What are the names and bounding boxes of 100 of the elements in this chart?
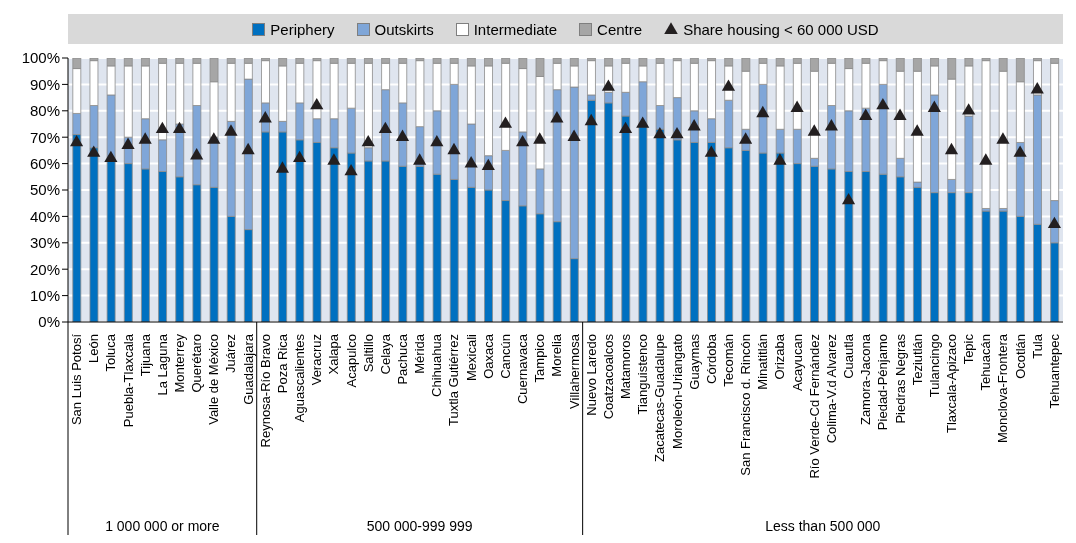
x-tick-label: Acayucan — [789, 334, 805, 392]
x-tick-label: Reynosa-Río Bravo — [257, 334, 273, 448]
x-tick-label: Tijuana — [137, 333, 153, 377]
y-tick-label: 50% — [29, 181, 60, 199]
x-tick-label: Matamoros — [618, 333, 634, 400]
point — [550, 111, 564, 123]
y-tick-label: 90% — [29, 75, 60, 93]
y-tick-label: 30% — [29, 234, 60, 252]
point — [190, 148, 204, 160]
point — [601, 79, 615, 91]
point — [824, 119, 838, 131]
point — [876, 97, 890, 110]
point — [618, 121, 633, 134]
point — [841, 192, 856, 205]
y-tick-label: 70% — [29, 128, 60, 146]
x-tick-label: Tuxtla Gutiérrez — [446, 334, 462, 426]
y-tick-label: 60% — [29, 154, 60, 172]
point — [498, 116, 513, 128]
text: 500 000-999 999 — [366, 518, 473, 534]
x-tick-label: Tulancingo — [926, 334, 942, 398]
point — [944, 142, 959, 155]
point — [395, 129, 410, 141]
point — [1030, 82, 1044, 94]
y-tick-label: 80% — [29, 102, 60, 120]
bar — [998, 210, 1008, 322]
point — [104, 150, 118, 163]
x-tick-label: Nuevo Laredo — [583, 334, 599, 416]
point — [721, 79, 736, 91]
point — [979, 153, 993, 165]
x-tick-label: Mérida — [412, 333, 428, 374]
point — [687, 119, 701, 131]
x-tick-label: Guaymas — [686, 333, 702, 390]
point — [996, 132, 1010, 144]
point — [275, 161, 290, 173]
y-tick-label: 20% — [29, 260, 60, 278]
point — [293, 150, 307, 163]
point — [756, 105, 770, 118]
x-tick-label: Ocotlán — [1012, 334, 1028, 379]
point — [893, 108, 907, 120]
x-tick-label: Oaxaca — [480, 333, 496, 379]
x-tick-label: Mexicali — [463, 333, 479, 381]
point — [344, 163, 358, 176]
point — [790, 100, 804, 112]
x-tick-label: San Francisco d. Rincón — [738, 334, 754, 476]
x-tick-label: Zamora-Jacona — [858, 333, 874, 426]
point — [361, 134, 375, 147]
x-tick-label: Zacatecas-Guadalupe — [652, 334, 668, 462]
x-tick-label: Cuernavaca — [515, 333, 531, 405]
point — [155, 121, 169, 134]
x-tick-label: Piedad-Pénjamo — [875, 334, 891, 431]
legend-label: Outskirts — [374, 20, 434, 38]
point — [1013, 145, 1027, 157]
x-tick-label: Colima-V.d Alvarez — [823, 334, 839, 444]
x-tick-label: Tlaxcala-Apizaco — [943, 334, 959, 433]
point — [121, 137, 135, 149]
x-tick-label: Piedras Negras — [892, 333, 908, 424]
point — [70, 134, 84, 147]
x-tick-label: Toluca — [103, 333, 119, 372]
x-tick-label: La Laguna — [154, 333, 170, 396]
x-tick-label: Córdoba — [703, 333, 719, 384]
text: 1 000 000 or more — [105, 518, 220, 534]
legend-label: Intermediate — [473, 20, 558, 38]
x-tick-label: Tianguistenco — [635, 334, 651, 415]
x-tick-label: Río Verde-Cd Fernández — [806, 334, 822, 479]
bar — [587, 99, 596, 322]
x-tick-label: Teziutlán — [909, 334, 925, 386]
bar — [913, 186, 922, 322]
point — [172, 121, 187, 134]
x-tick-label: Veracruz — [309, 334, 325, 386]
point — [533, 132, 547, 144]
x-tick-label: Juárez — [223, 334, 239, 374]
point — [327, 153, 341, 165]
x-tick-label: Pachuca — [395, 333, 411, 385]
x-tick-label: Monclova-Frontera — [995, 333, 1011, 444]
x-tick-label: Coatzacoalcos — [600, 333, 616, 420]
y-tick-label: 0% — [38, 313, 60, 331]
x-tick-label: Celaya — [377, 333, 393, 375]
point — [567, 129, 581, 141]
point — [258, 111, 272, 123]
x-tick-label: Tula — [1029, 333, 1045, 359]
legend-label: Centre — [597, 20, 643, 38]
point — [413, 153, 427, 165]
x-tick-label: Chihuahua — [429, 333, 445, 397]
x-tick-label: León — [86, 334, 102, 363]
x-tick-label: Tampico — [532, 334, 548, 383]
x-tick-label: Querétaro — [189, 334, 205, 393]
point — [378, 121, 392, 134]
point — [670, 126, 684, 139]
point — [481, 158, 495, 171]
x-tick-label: Tehuacán — [978, 334, 994, 391]
x-tick-label: Monterrey — [172, 333, 188, 393]
point — [807, 124, 821, 136]
x-tick-label: Cancún — [497, 334, 513, 379]
x-tick-label: Acapulco — [343, 334, 359, 388]
x-tick-label: Guadalajara — [240, 333, 256, 405]
y-tick-label: 10% — [29, 286, 60, 304]
point — [207, 132, 221, 144]
point — [1047, 216, 1061, 229]
x-tick-label: Valle de México — [206, 334, 222, 425]
point — [653, 126, 667, 139]
